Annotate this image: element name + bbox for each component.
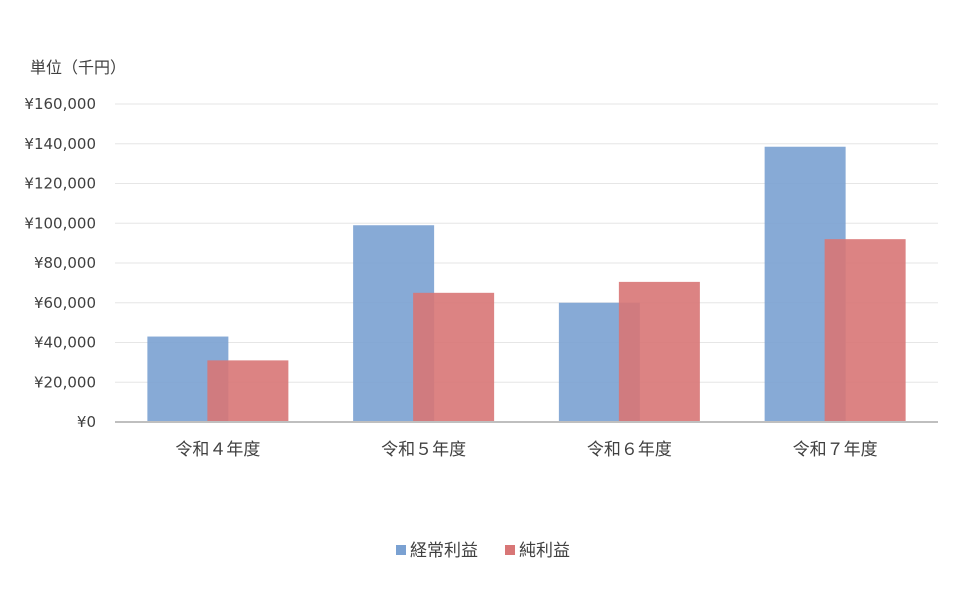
y-tick-label: ¥20,000 [34, 373, 96, 391]
bar-net-profit-3 [618, 281, 700, 422]
x-category-label: 令和７年度 [793, 440, 878, 460]
y-tick-label: ¥160,000 [24, 95, 96, 113]
legend: 経常利益 純利益 [396, 541, 570, 561]
x-category-label: 令和４年度 [175, 440, 260, 460]
legend-label: 経常利益 [410, 541, 478, 561]
bar-net-profit-2 [413, 292, 495, 422]
y-tick-label: ¥0 [77, 413, 96, 431]
legend-swatch [396, 545, 406, 555]
y-tick-label: ¥80,000 [34, 254, 96, 272]
y-tick-label: ¥40,000 [34, 334, 96, 352]
unit-label: 単位（千円） [30, 58, 126, 77]
x-category-label: 令和６年度 [587, 440, 672, 460]
x-category-label: 令和５年度 [381, 440, 466, 460]
y-tick-label: ¥60,000 [34, 294, 96, 312]
y-tick-label: ¥120,000 [24, 175, 96, 193]
legend-swatch [505, 545, 515, 555]
bar-net-profit-1 [207, 360, 289, 422]
legend-label: 純利益 [519, 541, 570, 561]
gridlines [115, 103, 938, 383]
y-tick-label: ¥140,000 [24, 135, 96, 153]
y-tick-label: ¥100,000 [24, 214, 96, 232]
x-axis-category-labels: 令和４年度 令和５年度 令和６年度 令和７年度 [175, 440, 877, 460]
y-axis-tick-labels: ¥0 ¥20,000 ¥40,000 ¥60,000 ¥80,000 ¥100,000 ¥1… [24, 95, 96, 431]
bars [147, 146, 906, 422]
bar-net-profit-4 [824, 239, 906, 422]
